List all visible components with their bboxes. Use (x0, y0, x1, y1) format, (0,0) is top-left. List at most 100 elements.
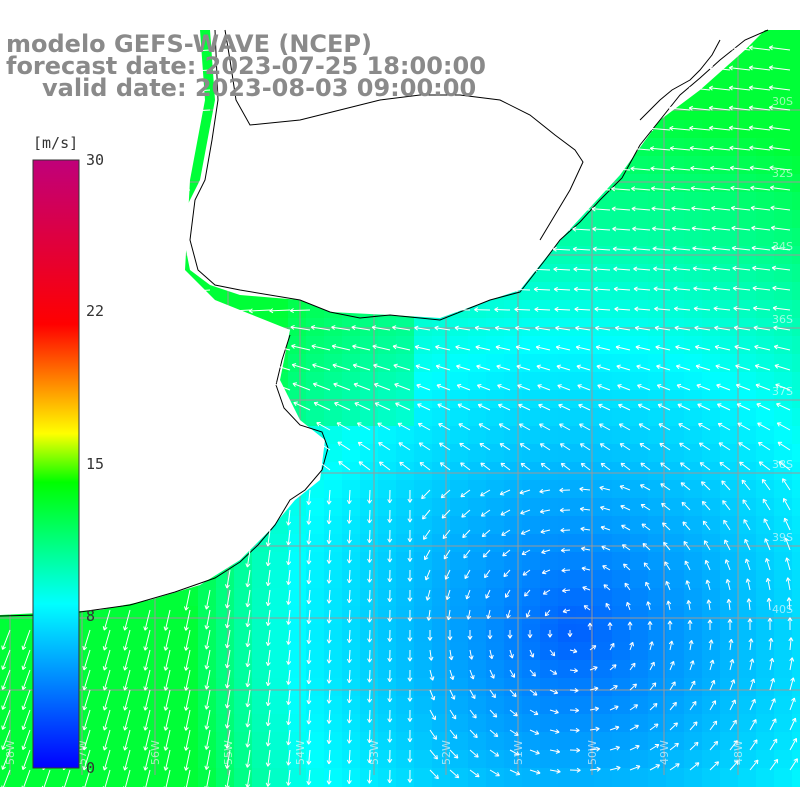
wind-arrow (448, 649, 454, 661)
field-cell (630, 642, 649, 661)
field-cell (684, 300, 703, 319)
wind-arrow (621, 544, 631, 551)
valid-date: valid date: 2023-08-03 09:00:00 (42, 74, 477, 102)
wind-arrow (123, 749, 131, 771)
wind-arrow (306, 669, 312, 685)
field-cell (738, 84, 757, 103)
field-cell (396, 660, 415, 679)
field-cell (270, 714, 289, 733)
wind-arrow (449, 729, 458, 740)
wind-arrow (271, 362, 291, 371)
wind-arrow (529, 689, 538, 696)
field-cell (630, 462, 649, 481)
wind-arrow (183, 649, 191, 671)
field-cell (216, 606, 235, 625)
field-cell (648, 750, 667, 769)
field-cell (666, 426, 685, 445)
wind-arrow (465, 589, 471, 600)
wind-arrow (326, 649, 332, 664)
wind-arrow (556, 364, 571, 371)
wind-arrow (637, 384, 651, 391)
wind-arrow (188, 68, 211, 74)
field-cell (576, 498, 595, 517)
wind-arrow (533, 266, 551, 272)
field-cell (684, 516, 703, 535)
field-cell (630, 660, 649, 679)
wind-arrow (436, 383, 451, 391)
wind-arrow (751, 225, 771, 231)
field-cell (432, 372, 451, 391)
field-cell (558, 462, 577, 481)
wind-arrow (751, 245, 771, 251)
wind-arrow (681, 501, 691, 511)
field-cell (324, 588, 343, 607)
wind-arrow (731, 225, 751, 231)
wind-arrow (489, 669, 495, 679)
wind-arrow (346, 729, 352, 744)
field-cell (288, 588, 307, 607)
field-cell (270, 624, 289, 643)
field-cell (342, 696, 361, 715)
field-cell (792, 120, 800, 139)
field-cell (774, 552, 793, 571)
field-cell (702, 696, 721, 715)
field-cell (594, 768, 613, 787)
wind-arrow (576, 364, 591, 371)
wind-arrow (649, 764, 661, 771)
field-cell (414, 642, 433, 661)
field-cell (162, 624, 181, 643)
field-cell (558, 642, 577, 661)
wind-arrow (367, 509, 373, 524)
wind-arrow (688, 105, 711, 111)
wind-arrow (306, 489, 312, 505)
wind-arrow (703, 540, 711, 551)
field-cell (108, 678, 127, 697)
wind-arrow (440, 489, 451, 499)
field-cell (18, 732, 37, 751)
field-cell (252, 660, 271, 679)
field-cell (666, 444, 685, 463)
wind-arrow (641, 523, 651, 531)
wind-arrow (569, 648, 578, 654)
colorbar-tick-8: 8 (86, 607, 96, 625)
field-cell (594, 642, 613, 661)
wind-arrow (503, 569, 511, 578)
wind-arrow (787, 617, 793, 630)
wind-arrow (429, 769, 439, 780)
wind-arrow (680, 462, 691, 471)
wind-arrow (123, 689, 131, 711)
wind-arrow (265, 629, 271, 647)
wind-arrow (469, 729, 478, 739)
wind-arrow (1, 769, 11, 790)
wind-arrow (529, 669, 536, 677)
wind-arrow (657, 403, 671, 411)
wind-arrow (755, 383, 771, 391)
field-cell (306, 552, 325, 571)
wind-arrow (183, 709, 191, 731)
lat-label: 36S (772, 313, 793, 326)
field-cell (630, 210, 649, 229)
wind-arrow (769, 738, 778, 751)
wind-arrow (722, 500, 731, 511)
wind-arrow (596, 364, 611, 371)
field-cell (612, 480, 631, 499)
wind-arrow (589, 645, 597, 651)
wind-arrow (549, 748, 561, 754)
field-cell (738, 498, 757, 517)
wind-arrow (439, 462, 451, 471)
wind-arrow (265, 649, 271, 667)
field-cell (468, 534, 487, 553)
field-cell (432, 336, 451, 355)
wind-arrow (639, 484, 651, 491)
wind-arrow (460, 489, 471, 498)
field-cell (234, 678, 253, 697)
field-cell (18, 678, 37, 697)
field-cell (792, 678, 800, 697)
field-cell (180, 696, 199, 715)
field-cell (630, 768, 649, 787)
field-cell (468, 714, 487, 733)
field-cell (666, 138, 685, 157)
wind-arrow (313, 401, 331, 411)
wind-arrow (778, 461, 791, 471)
wind-arrow (346, 689, 352, 704)
